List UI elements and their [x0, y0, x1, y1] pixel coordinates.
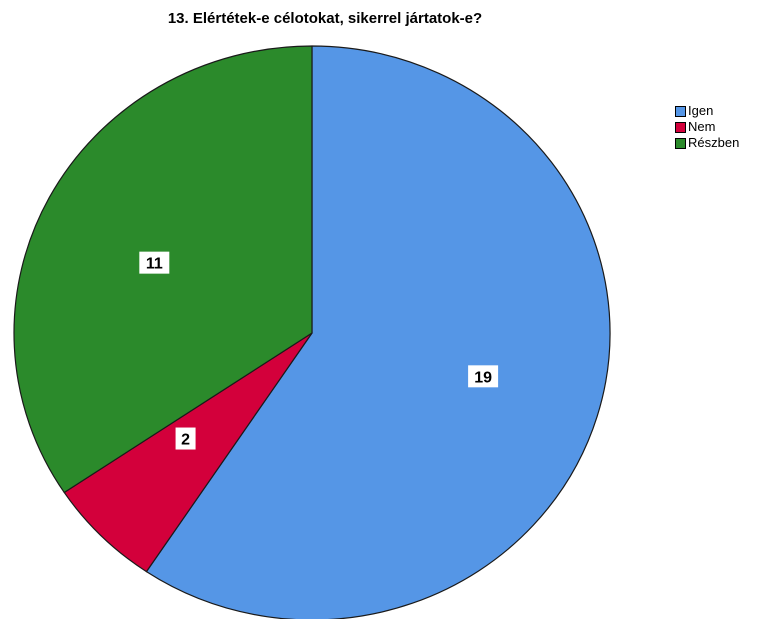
legend-label-igen: Igen	[688, 103, 714, 118]
legend-swatch-nem	[675, 121, 686, 133]
pie-slice-igen	[145, 45, 611, 619]
legend-swatch-igen	[675, 105, 686, 117]
data-label-text: 2	[181, 432, 190, 449]
legend-label-reszben: Részben	[688, 135, 740, 150]
legend-label-nem: Nem	[688, 119, 716, 134]
legend-item-igen: Igen	[675, 103, 739, 119]
data-label-text: 11	[146, 256, 163, 273]
data-label-reszben: 11	[139, 251, 170, 274]
data-label-box	[468, 365, 499, 388]
legend: Igen Nem Részben	[675, 103, 739, 151]
data-label-nem: 2	[175, 427, 196, 450]
legend-swatch-reszben	[675, 137, 686, 149]
chart-title: 13. Elértétek-e célotokat, sikerrel járt…	[167, 10, 483, 27]
data-label-igen: 19	[468, 365, 499, 388]
pie-slice-nem	[63, 332, 313, 573]
data-label-box	[175, 427, 196, 450]
legend-item-reszben: Részben	[675, 135, 739, 151]
data-label-text: 19	[474, 369, 492, 386]
legend-item-nem: Nem	[675, 119, 739, 135]
data-label-box	[139, 251, 170, 274]
